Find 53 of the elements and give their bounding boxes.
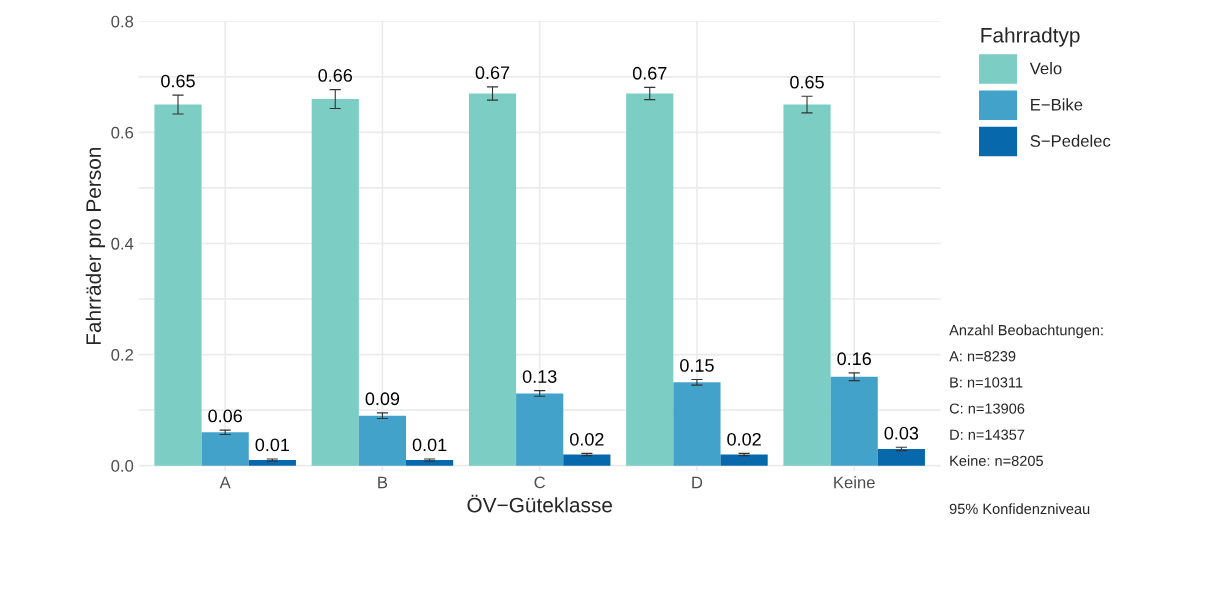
data-label: 0.02: [570, 432, 604, 446]
x-tick-label: Keine: [834, 476, 875, 489]
data-label: 0.01: [412, 438, 447, 452]
text: C: n=13906: [949, 403, 1025, 414]
data-label: 0.09: [365, 392, 400, 406]
bar: [154, 104, 202, 466]
x-tick-label: D: [692, 476, 703, 489]
data-label: 0.65: [790, 75, 824, 89]
data-label: 0.15: [680, 359, 714, 372]
bar: [468, 93, 517, 466]
bar: [626, 93, 674, 466]
x-tick-label: A: [219, 476, 231, 489]
bar: [201, 432, 249, 466]
data-label: 0.01: [255, 438, 290, 452]
bar: [516, 393, 564, 466]
legend-label: Velo: [1029, 62, 1062, 75]
data-label: 0.66: [318, 69, 353, 82]
y-tick-label: 0.4: [111, 237, 134, 250]
data-label: 0.06: [208, 409, 242, 423]
text: Anzahl Beobachtungen:: [949, 324, 1103, 339]
bar: [563, 454, 611, 466]
text: D: n=14357: [950, 429, 1025, 440]
x-axis-title: ÖV−Güteklasse: [467, 494, 612, 513]
bar: [358, 415, 407, 466]
y-tick-label: 0.2: [111, 348, 133, 361]
data-label: 0.67: [475, 66, 510, 80]
x-tick-label: B: [378, 476, 388, 489]
bar: [783, 104, 831, 466]
bar: [877, 448, 925, 466]
legend-label: E−Bike: [1031, 98, 1083, 111]
text: B: n=10311: [950, 377, 1023, 388]
legend-title: Fahrradtyp: [981, 27, 1080, 47]
x-tick-label: C: [534, 476, 546, 489]
data-label: 0.65: [161, 74, 195, 88]
y-tick-label: 0.6: [111, 126, 134, 139]
bar: [406, 460, 454, 466]
data-label: 0.03: [884, 426, 919, 440]
y-axis-title: Fahrräder pro Person: [85, 148, 106, 345]
text: Keine: n=8205: [950, 455, 1043, 466]
data-label: 0.02: [727, 432, 761, 446]
text: A: n=8239: [949, 351, 1016, 362]
bar: [720, 454, 768, 466]
y-tick-label: 0.8: [111, 15, 134, 28]
data-label: 0.67: [632, 66, 667, 80]
y-tick-label: 0.0: [111, 460, 134, 472]
data-label: 0.13: [522, 370, 557, 383]
bar: [830, 376, 878, 466]
text: 95% Konfidenzniveau: [949, 503, 1090, 515]
legend-label: S−Pedelec: [1030, 134, 1111, 147]
bar: [673, 382, 721, 466]
bar: [248, 460, 296, 466]
data-label: 0.16: [837, 352, 871, 366]
bar: [311, 99, 359, 466]
